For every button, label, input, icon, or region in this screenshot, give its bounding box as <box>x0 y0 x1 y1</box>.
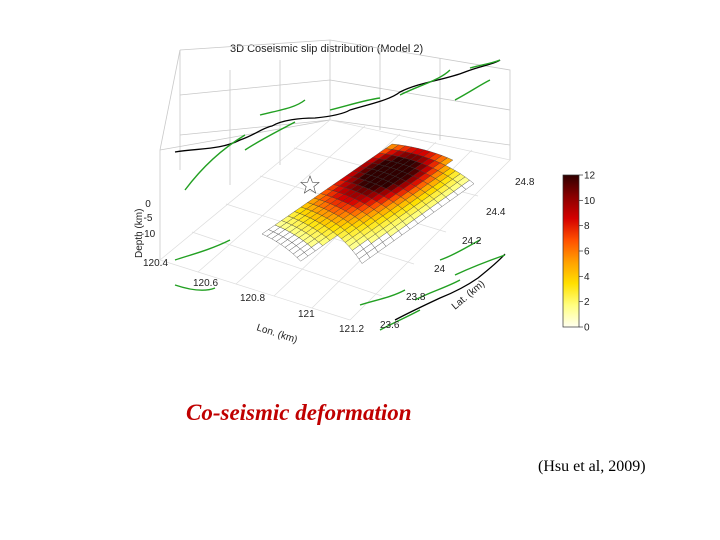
colorbar-tick-label: 6 <box>584 247 590 258</box>
y-tick-label: 23.8 <box>406 292 426 303</box>
slip-surface <box>261 143 475 264</box>
y-tick-label: 23.6 <box>380 320 400 331</box>
depth-axis: 0 -5 -10 Depth (km) <box>134 199 156 258</box>
fault-lines <box>174 59 506 331</box>
slip-patch <box>461 179 475 190</box>
coastline <box>174 59 506 321</box>
plot-box <box>159 39 511 260</box>
colorbar-gradient <box>562 174 580 328</box>
z-axis-label: Depth (km) <box>134 209 145 258</box>
plot-title: 3D Coseismic slip distribution (Model 2) <box>230 43 423 55</box>
y-tick-label: 24 <box>434 264 446 275</box>
x-tick-label: 120.8 <box>240 293 265 304</box>
colorbar-tick-label: 10 <box>584 196 596 207</box>
z-tick-label: 0 <box>145 199 151 210</box>
x-tick-label: 120.6 <box>193 278 218 289</box>
colorbar-tick-label: 2 <box>584 297 590 308</box>
colorbar-tick-label: 12 <box>584 171 596 182</box>
x-axis-label: Lon. (km) <box>255 322 299 346</box>
z-tick-label: -10 <box>141 229 156 240</box>
lon-axis: 120.4 120.6 120.8 121 121.2 Lon. (km) <box>143 258 364 346</box>
colorbar: 0 2 4 6 8 10 12 <box>562 171 596 334</box>
y-tick-label: 24.2 <box>462 236 482 247</box>
colorbar-ticks: 0 2 4 6 8 10 12 <box>579 171 596 334</box>
y-tick-label: 24.4 <box>486 207 506 218</box>
x-tick-label: 120.4 <box>143 258 168 269</box>
colorbar-tick-label: 4 <box>584 272 590 283</box>
y-tick-label: 24.8 <box>515 177 535 188</box>
x-tick-label: 121.2 <box>339 324 364 335</box>
z-tick-label: -5 <box>144 213 153 224</box>
caption: Co-seismic deformation <box>186 400 412 425</box>
x-tick-label: 121 <box>298 309 315 320</box>
citation: (Hsu et al, 2009) <box>538 458 646 475</box>
hypocenter-star-icon <box>300 175 320 194</box>
slip-patch <box>439 157 454 166</box>
colorbar-tick-label: 8 <box>584 221 590 232</box>
colorbar-tick-label: 0 <box>584 323 590 334</box>
